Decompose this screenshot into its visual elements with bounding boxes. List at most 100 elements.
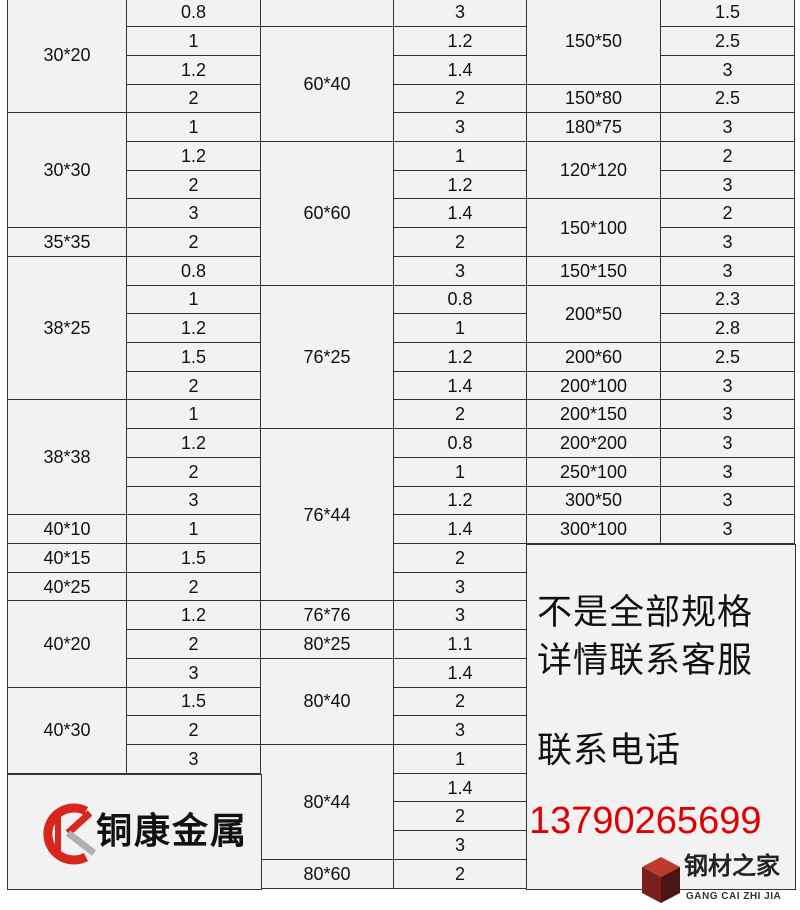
thickness-cell: 1.5 (126, 686, 261, 717)
size-cell: 200*100 (526, 370, 661, 401)
thickness-cell: 2 (126, 715, 261, 745)
thickness-cell: 0.8 (393, 428, 527, 458)
thickness-cell: 2 (660, 198, 795, 229)
thickness-cell: 2 (393, 227, 527, 257)
thickness-cell: 3 (393, 600, 527, 631)
thickness-cell: 1.4 (393, 514, 527, 544)
size-cell: 120*120 (526, 141, 661, 200)
thickness-cell: 3 (393, 0, 527, 28)
thickness-cell: 1.2 (393, 26, 527, 56)
size-cell: 35*35 (7, 227, 127, 257)
thickness-cell: 3 (126, 657, 261, 688)
contact-label: 联系电话 (537, 731, 682, 770)
watermark-cube-icon (642, 857, 680, 903)
thickness-cell: 3 (660, 112, 795, 143)
thickness-cell: 2.5 (660, 26, 795, 56)
watermark-name-en: GANG CAI ZHI JIA (686, 891, 782, 902)
brand-name: 铜康金属 (96, 810, 249, 852)
thickness-cell: 1.2 (126, 428, 261, 458)
thickness-cell: 3 (660, 485, 795, 516)
size-cell: 80*44 (260, 743, 394, 860)
size-cell: 80*60 (260, 858, 394, 889)
thickness-cell: 1.2 (393, 485, 527, 516)
size-cell: 180*75 (526, 112, 661, 143)
thickness-cell: 1 (126, 514, 261, 544)
thickness-cell: 1 (393, 141, 527, 171)
thickness-cell: 1.2 (393, 342, 527, 372)
thickness-cell: 3 (393, 571, 527, 602)
size-cell: 76*76 (260, 600, 394, 631)
size-cell: 40*15 (7, 542, 127, 573)
thickness-cell: 1.5 (126, 542, 261, 573)
thickness-cell: 3 (660, 255, 795, 286)
thickness-cell: 2.3 (660, 284, 795, 315)
thickness-cell: 1.4 (393, 657, 527, 688)
thickness-cell: 1.2 (126, 313, 261, 343)
thickness-cell: 2 (393, 83, 527, 114)
thickness-cell: 2.8 (660, 313, 795, 343)
size-cell: 200*60 (526, 342, 661, 372)
thickness-cell: 3 (660, 399, 795, 430)
thickness-cell: 1.2 (126, 141, 261, 171)
size-cell: 40*25 (7, 571, 127, 602)
thickness-cell: 0.8 (393, 284, 527, 315)
thickness-cell: 2 (660, 141, 795, 171)
thickness-cell: 1 (393, 743, 527, 774)
size-cell: 30*20 (7, 0, 127, 114)
notice-line-1: 不是全部规格 (537, 593, 754, 632)
thickness-cell: 1 (393, 313, 527, 343)
thickness-cell: 2 (126, 227, 261, 257)
size-cell: 300*50 (526, 485, 661, 516)
thickness-cell: 1 (393, 456, 527, 487)
thickness-cell: 1 (126, 284, 261, 315)
thickness-cell: 1.2 (393, 169, 527, 200)
thickness-cell: 2 (393, 399, 527, 430)
thickness-cell: 3 (660, 370, 795, 401)
thickness-cell: 3 (393, 830, 527, 860)
thickness-cell: 2 (126, 629, 261, 659)
thickness-cell: 1.4 (393, 772, 527, 803)
size-cell: 200*150 (526, 399, 661, 430)
size-cell: 80*40 (260, 657, 394, 745)
thickness-cell: 3 (660, 54, 795, 85)
size-cell: 30*30 (7, 112, 127, 229)
size-cell: 150*100 (526, 198, 661, 257)
phone-number: 13790265699 (529, 800, 762, 842)
thickness-cell: 3 (660, 169, 795, 200)
thickness-cell: 2 (126, 571, 261, 602)
thickness-cell: 2 (393, 801, 527, 832)
notice-line-2: 详情联系客服 (537, 641, 754, 680)
thickness-cell: 1.4 (393, 198, 527, 229)
thickness-cell: 1 (126, 112, 261, 143)
thickness-cell: 3 (660, 227, 795, 257)
thickness-cell: 2 (393, 858, 527, 889)
thickness-cell: 1.4 (393, 370, 527, 401)
thickness-cell: 0.8 (126, 0, 261, 28)
brand-logo-icon (43, 803, 97, 865)
thickness-cell: 3 (126, 485, 261, 516)
size-cell: 40*30 (7, 686, 127, 774)
thickness-cell: 2 (126, 456, 261, 487)
thickness-cell: 1.2 (126, 600, 261, 631)
notice-cell: 不是全部规格 详情联系客服 联系电话 13790265699 (526, 544, 796, 890)
thickness-cell: 3 (660, 514, 795, 544)
size-cell: 300*100 (526, 514, 661, 544)
size-cell: 38*38 (7, 399, 127, 516)
watermark-name-cn: 钢材之家 (684, 853, 780, 880)
size-cell: 150*80 (526, 83, 661, 114)
thickness-cell: 1 (126, 399, 261, 430)
size-cell: 80*25 (260, 629, 394, 659)
size-cell (260, 0, 394, 28)
thickness-cell: 2 (126, 169, 261, 200)
size-cell: 250*100 (526, 456, 661, 487)
thickness-cell: 0.8 (126, 255, 261, 286)
size-cell: 40*10 (7, 514, 127, 544)
thickness-cell: 3 (126, 743, 261, 774)
thickness-cell: 2 (393, 542, 527, 573)
size-cell: 60*60 (260, 141, 394, 286)
size-cell: 60*40 (260, 26, 394, 143)
brand-logo-cell: 铜康金属 (7, 774, 262, 890)
watermark: 钢材之家 GANG CAI ZHI JIA (640, 853, 800, 910)
thickness-cell: 1.2 (126, 54, 261, 85)
